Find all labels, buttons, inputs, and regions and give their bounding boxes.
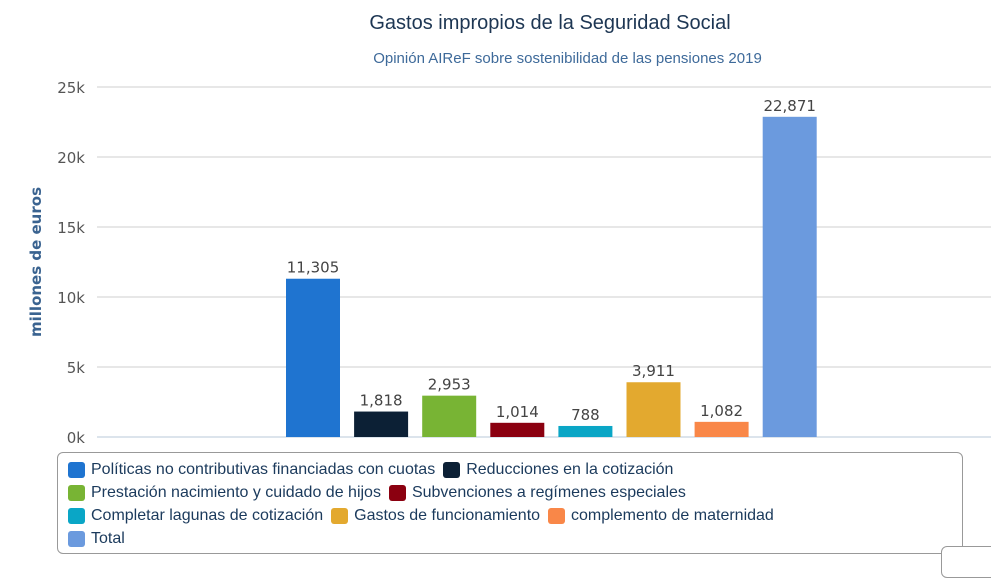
legend-item[interactable]: Completar lagunas de cotización — [68, 507, 323, 525]
legend-label: Políticas no contributivas financiadas c… — [91, 460, 436, 478]
legend-label: complemento de maternidad — [571, 506, 774, 524]
legend-row: Completar lagunas de cotización Gastos de… — [68, 504, 952, 527]
data-label: 22,871 — [763, 97, 816, 115]
y-tick-label: 20k — [57, 149, 85, 167]
legend-label: Total — [91, 529, 125, 547]
legend-swatch — [68, 530, 85, 547]
bar[interactable] — [558, 425, 613, 437]
data-label: 1,082 — [700, 402, 743, 420]
bar[interactable] — [286, 278, 340, 437]
legend-row: Políticas no contributivas financiadas c… — [68, 458, 952, 481]
legend-swatch — [68, 461, 85, 478]
chart-title: Gastos impropios de la Seguridad Social — [369, 12, 731, 34]
bar[interactable] — [490, 422, 545, 437]
data-label: 11,305 — [287, 259, 340, 277]
bar[interactable] — [354, 411, 409, 437]
legend-item[interactable]: Total — [68, 530, 125, 548]
legend-item[interactable]: Políticas no contributivas financiadas c… — [68, 461, 435, 479]
data-label: 3,911 — [632, 362, 675, 380]
y-tick-label: 15k — [57, 219, 85, 237]
bar[interactable] — [626, 382, 681, 437]
legend-row: Prestación nacimiento y cuidado de hijos… — [68, 481, 952, 504]
legend-row: Total — [68, 527, 952, 550]
legend-item[interactable]: Prestación nacimiento y cuidado de hijos — [68, 484, 381, 502]
legend-label: Reducciones en la cotización — [466, 460, 674, 478]
y-tick-label: 5k — [67, 359, 86, 377]
legend-item[interactable]: Reducciones en la cotización — [443, 461, 673, 479]
legend-item[interactable]: Subvenciones a regímenes especiales — [388, 483, 686, 502]
legend-swatch — [443, 461, 461, 478]
bar-chart: 0k 5k 10k 15k 20k 25k 11,305 1,818 2,953 1,014 78… — [27, 79, 991, 447]
y-tick-label: 25k — [57, 79, 85, 97]
legend-swatch — [388, 484, 406, 501]
data-label: 1,818 — [360, 392, 403, 410]
legend-swatch — [548, 507, 566, 524]
legend-label: Prestación nacimiento y cuidado de hijos — [91, 483, 381, 501]
legend-swatch — [68, 484, 85, 501]
legend-item[interactable]: complemento de maternidad — [548, 507, 774, 525]
legend-label: Gastos de funcionamiento — [354, 506, 541, 524]
data-label: 788 — [571, 406, 600, 424]
chart-subtitle: Opinión AIReF sobre sostenibilidad de la… — [373, 50, 762, 67]
bar[interactable] — [694, 421, 749, 437]
legend-item[interactable]: Gastos de funcionamiento — [331, 507, 540, 525]
export-menu-button[interactable] — [941, 546, 991, 578]
legend-label: Completar lagunas de cotización — [91, 506, 324, 524]
bar[interactable] — [762, 116, 817, 437]
bar[interactable] — [422, 395, 477, 437]
legend-swatch — [68, 507, 85, 524]
y-tick-label: 10k — [57, 289, 85, 307]
data-label: 2,953 — [428, 376, 471, 394]
y-tick-label: 0k — [67, 429, 86, 447]
legend-label: Subvenciones a regímenes especiales — [411, 483, 686, 501]
data-label: 1,014 — [496, 403, 539, 421]
y-axis-label: millones de euros — [27, 187, 45, 337]
legend: Políticas no contributivas financiadas c… — [57, 452, 963, 554]
legend-swatch — [331, 507, 349, 524]
